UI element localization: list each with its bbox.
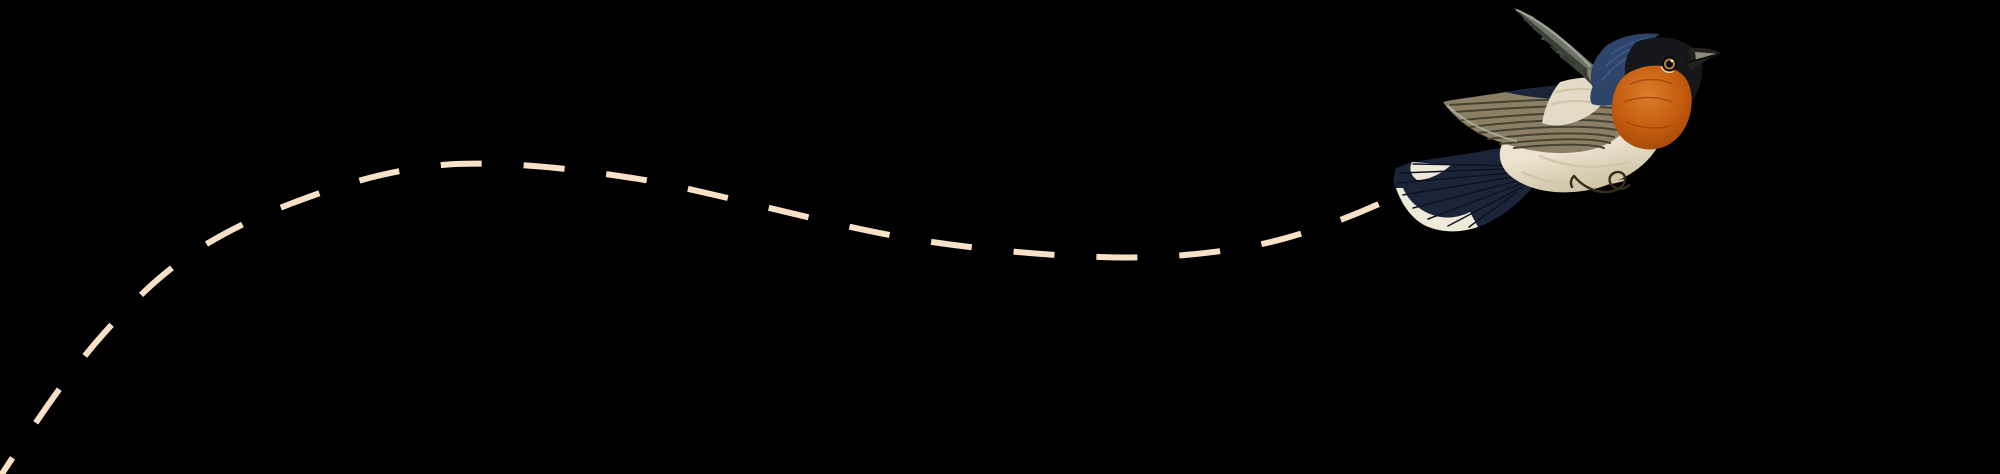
beak-highlight [1695, 52, 1716, 60]
raised-wing-highlight [1516, 9, 1591, 67]
foot-curl [1572, 170, 1631, 194]
bird-foot [1569, 170, 1631, 194]
bird-eye [1660, 56, 1677, 74]
beak-gape-line [1686, 55, 1713, 64]
flight-path-dashed-line [0, 160, 1394, 474]
beak-lower-mandible [1687, 57, 1711, 70]
eye-gold-iris-ring [1664, 58, 1675, 70]
bird-illustration [1393, 8, 1721, 232]
eye-pale-ring [1660, 66, 1674, 74]
eye-glint [1670, 59, 1674, 63]
foot-toe [1569, 174, 1576, 189]
bird-beak [1686, 47, 1721, 70]
orange-throat-patch [1612, 65, 1692, 150]
tail-white-base-wedge [1410, 162, 1451, 180]
far-wing-light-edge [1447, 105, 1517, 142]
breast-streaks [1623, 78, 1673, 129]
bird-breast [1612, 65, 1692, 150]
